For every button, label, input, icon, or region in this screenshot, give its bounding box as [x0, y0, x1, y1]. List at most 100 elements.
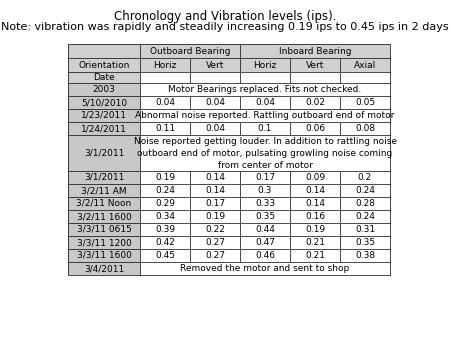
Bar	[140, 236, 190, 249]
Text: 0.17: 0.17	[255, 173, 275, 182]
Bar	[68, 223, 140, 236]
Bar	[340, 223, 390, 236]
Text: 0.04: 0.04	[205, 98, 225, 107]
Bar	[140, 249, 190, 262]
Bar	[290, 58, 340, 72]
Text: 0.16: 0.16	[305, 212, 325, 221]
Bar	[240, 184, 290, 197]
Text: 0.1: 0.1	[258, 124, 272, 133]
Text: 0.04: 0.04	[205, 124, 225, 133]
Bar	[68, 223, 140, 236]
Bar	[240, 249, 290, 262]
Text: Abnormal noise reported. Rattling outboard end of motor: Abnormal noise reported. Rattling outboa…	[135, 111, 395, 120]
Bar	[340, 210, 390, 223]
Bar	[240, 96, 290, 109]
Bar	[290, 122, 340, 135]
Bar	[140, 44, 240, 58]
Text: 0.39: 0.39	[155, 225, 175, 234]
Text: 3/2/11 Noon: 3/2/11 Noon	[76, 199, 131, 208]
Text: 0.14: 0.14	[305, 199, 325, 208]
Text: 0.3: 0.3	[258, 186, 272, 195]
Text: 0.34: 0.34	[155, 212, 175, 221]
Bar	[340, 184, 390, 197]
Text: 3/2/11 1600: 3/2/11 1600	[76, 212, 131, 221]
Bar	[68, 184, 140, 197]
Text: Noise reported getting louder. In addition to rattling noise: Noise reported getting louder. In additi…	[134, 137, 396, 145]
Bar	[68, 249, 140, 262]
Bar	[68, 109, 140, 122]
Bar	[68, 44, 140, 58]
Bar	[140, 122, 190, 135]
Bar	[240, 210, 290, 223]
Text: 3/4/2011: 3/4/2011	[84, 264, 124, 273]
Text: 3/3/11 0615: 3/3/11 0615	[76, 225, 131, 234]
Text: Date: Date	[93, 73, 115, 82]
Bar	[340, 122, 390, 135]
Bar	[140, 223, 190, 236]
Text: Chronology and Vibration levels (ips).: Chronology and Vibration levels (ips).	[114, 10, 336, 23]
Bar	[190, 122, 240, 135]
Bar	[140, 72, 190, 83]
Bar	[340, 171, 390, 184]
Text: 0.42: 0.42	[155, 238, 175, 247]
Bar	[140, 83, 390, 96]
Bar	[290, 236, 340, 249]
Bar	[190, 184, 240, 197]
Bar	[140, 109, 390, 122]
Bar	[190, 236, 240, 249]
Bar	[68, 236, 140, 249]
Bar	[290, 236, 340, 249]
Text: 0.05: 0.05	[355, 98, 375, 107]
Bar	[140, 44, 240, 58]
Bar	[68, 171, 140, 184]
Bar	[290, 96, 340, 109]
Text: 0.27: 0.27	[205, 251, 225, 260]
Bar	[140, 171, 190, 184]
Bar	[68, 262, 140, 275]
Bar	[240, 236, 290, 249]
Bar	[340, 96, 390, 109]
Text: 0.47: 0.47	[255, 238, 275, 247]
Text: Outboard Bearing: Outboard Bearing	[150, 47, 230, 55]
Bar	[290, 171, 340, 184]
Text: 0.46: 0.46	[255, 251, 275, 260]
Text: 3/2/11 AM: 3/2/11 AM	[81, 186, 127, 195]
Text: 3/3/11 1200: 3/3/11 1200	[76, 238, 131, 247]
Text: 2003: 2003	[93, 85, 116, 94]
Bar	[340, 96, 390, 109]
Text: 0.17: 0.17	[205, 199, 225, 208]
Text: Horiz: Horiz	[253, 61, 277, 70]
Bar	[140, 135, 390, 171]
Bar	[140, 249, 190, 262]
Bar	[240, 72, 290, 83]
Bar	[140, 197, 190, 210]
Text: 0.14: 0.14	[305, 186, 325, 195]
Bar	[190, 249, 240, 262]
Bar	[290, 197, 340, 210]
Bar	[68, 109, 140, 122]
Text: 0.33: 0.33	[255, 199, 275, 208]
Bar	[290, 223, 340, 236]
Bar	[68, 197, 140, 210]
Text: 3/1/2011: 3/1/2011	[84, 173, 124, 182]
Text: Vert: Vert	[306, 61, 324, 70]
Bar	[290, 122, 340, 135]
Bar	[240, 249, 290, 262]
Bar	[190, 96, 240, 109]
Text: 0.19: 0.19	[155, 173, 175, 182]
Text: 0.45: 0.45	[155, 251, 175, 260]
Text: 1/24/2011: 1/24/2011	[81, 124, 127, 133]
Bar	[68, 72, 140, 83]
Bar	[68, 83, 140, 96]
Bar	[140, 210, 190, 223]
Text: Removed the motor and sent to shop: Removed the motor and sent to shop	[180, 264, 350, 273]
Text: 0.24: 0.24	[155, 186, 175, 195]
Text: 0.35: 0.35	[355, 238, 375, 247]
Bar	[68, 135, 140, 171]
Bar	[240, 171, 290, 184]
Bar	[240, 184, 290, 197]
Bar	[190, 210, 240, 223]
Bar	[140, 58, 190, 72]
Bar	[340, 184, 390, 197]
Bar	[340, 72, 390, 83]
